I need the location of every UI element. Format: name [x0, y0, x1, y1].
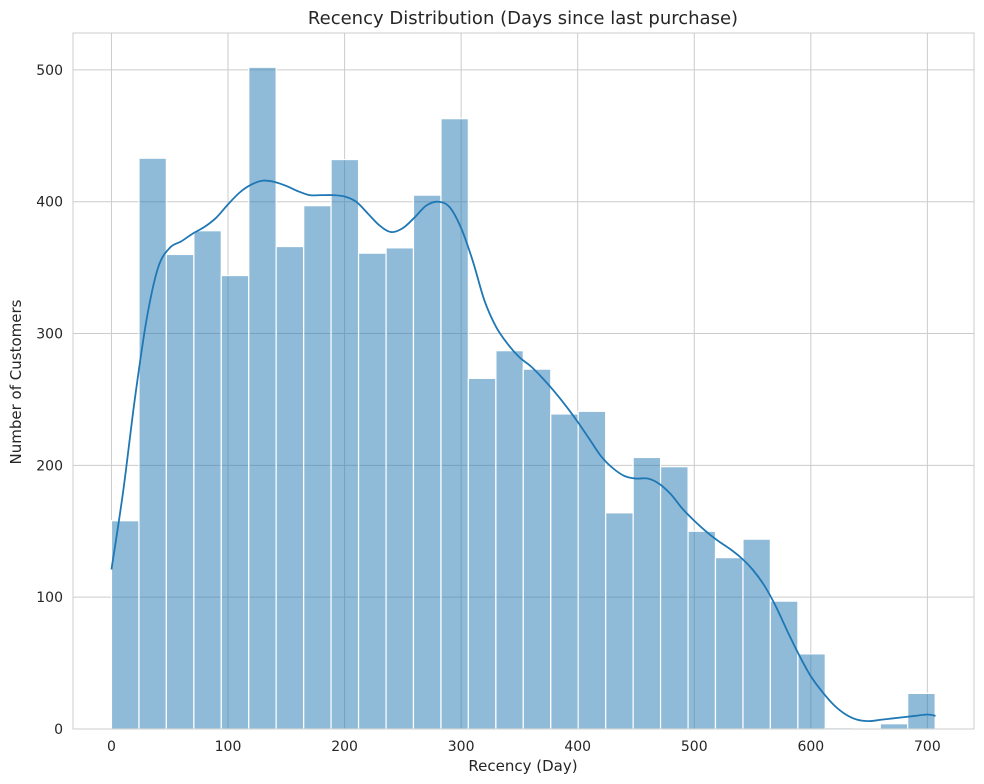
- y-axis-label: Number of Customers: [7, 299, 25, 464]
- histogram-bar: [467, 377, 497, 730]
- histogram-bar: [522, 368, 552, 730]
- histogram-bar: [577, 410, 607, 730]
- y-tick-label: 400: [36, 195, 63, 211]
- histogram-bar: [412, 194, 442, 730]
- histogram-bar: [303, 205, 332, 730]
- histogram-bar: [330, 158, 360, 730]
- x-tick-label: 0: [107, 739, 116, 755]
- histogram-bar: [605, 512, 634, 730]
- y-tick-label: 500: [36, 63, 63, 79]
- histogram-bar: [220, 274, 250, 730]
- x-tick-label: 300: [448, 739, 475, 755]
- histogram-bar: [632, 456, 662, 730]
- chart-title: Recency Distribution (Days since last pu…: [308, 8, 738, 29]
- x-axis-label: Recency (Day): [468, 757, 577, 775]
- plot-frame: [72, 32, 975, 730]
- histogram-bar: [385, 247, 415, 730]
- histogram-bar: [495, 350, 524, 730]
- kde-curve-group: [110, 179, 936, 722]
- histogram-bars: [110, 66, 936, 730]
- x-tick-label: 200: [331, 739, 358, 755]
- kde-curve: [110, 179, 936, 722]
- histogram-bar: [248, 66, 277, 730]
- y-tick-label: 200: [36, 458, 63, 474]
- histogram-bar: [550, 413, 579, 730]
- histogram-bar: [138, 157, 167, 730]
- x-tick-label: 500: [681, 739, 708, 755]
- histogram-bar: [687, 530, 717, 730]
- histogram-bar: [742, 538, 771, 730]
- y-tick-label: 100: [36, 590, 63, 606]
- x-tick-label: 700: [914, 739, 941, 755]
- x-tick-label: 400: [564, 739, 591, 755]
- histogram-bar: [714, 557, 744, 730]
- plot-border: [72, 32, 975, 730]
- histogram-bar: [357, 252, 387, 730]
- histogram-bar: [879, 723, 909, 730]
- y-tick-label: 300: [36, 327, 63, 343]
- y-tick-label: 0: [54, 722, 63, 738]
- histogram-bar: [440, 118, 469, 730]
- x-axis-ticks: 0 100 200 300 400 500 600 700: [107, 739, 941, 755]
- histogram-bar: [769, 600, 799, 730]
- histogram-bar: [907, 692, 936, 730]
- histogram-bar: [110, 520, 140, 730]
- x-tick-label: 600: [797, 739, 824, 755]
- histogram-bar: [193, 230, 222, 730]
- y-axis-ticks: 0 100 200 300 400 500: [36, 63, 63, 738]
- histogram-bar: [275, 245, 305, 730]
- histogram-bar: [659, 466, 689, 730]
- x-tick-label: 100: [215, 739, 242, 755]
- histogram-bar: [165, 253, 195, 730]
